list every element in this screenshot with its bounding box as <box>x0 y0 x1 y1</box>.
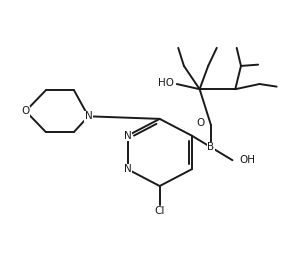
Text: N: N <box>124 164 131 174</box>
Text: OH: OH <box>240 155 255 165</box>
Text: N: N <box>124 131 131 141</box>
Text: B: B <box>207 142 215 152</box>
Text: O: O <box>22 106 30 116</box>
Text: HO: HO <box>158 78 174 88</box>
Text: O: O <box>196 118 205 128</box>
Text: N: N <box>84 111 92 121</box>
Text: Cl: Cl <box>154 206 165 216</box>
